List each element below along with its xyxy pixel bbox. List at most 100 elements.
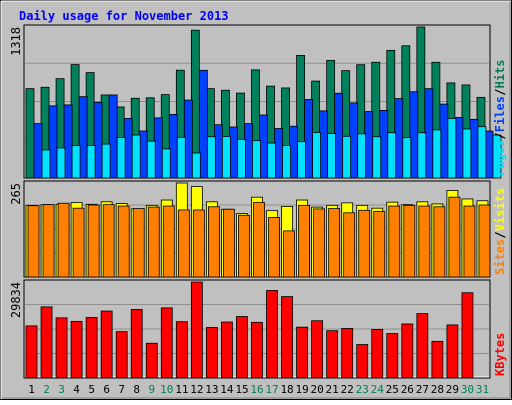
panel-1-bar-pages-day-27 bbox=[432, 129, 442, 179]
panel-1-bar-pages-day-23 bbox=[372, 136, 382, 179]
panel-2-bar-sites-day-29 bbox=[448, 196, 461, 278]
panel-1-bar-pages-day-14 bbox=[237, 138, 246, 179]
x-tick-label-day-3: 3 bbox=[58, 383, 65, 396]
panel-2-bar-sites-day-1 bbox=[27, 205, 40, 278]
x-tick-label-day-6: 6 bbox=[103, 383, 110, 396]
x-tick-label-day-22: 22 bbox=[341, 383, 354, 396]
legend-sites: Sites bbox=[493, 239, 507, 275]
panel-3-bar-kbytes-day-7 bbox=[115, 331, 128, 379]
panel-1-bar-pages-day-26 bbox=[417, 132, 427, 179]
panel-1-bar-pages-day-30 bbox=[477, 126, 487, 179]
panel-1-bar-pages-day-7 bbox=[131, 134, 141, 179]
panel-1-bar-pages-day-29 bbox=[462, 128, 472, 179]
panel-3-bar-kbytes-day-3 bbox=[55, 317, 68, 379]
panel-3-bar-kbytes-day-11 bbox=[175, 321, 188, 379]
panel-1-bar-pages-day-13 bbox=[221, 136, 231, 179]
panel-2-bar-sites-day-20 bbox=[313, 208, 326, 278]
panel-3-bar-kbytes-day-19 bbox=[296, 326, 308, 379]
x-tick-label-day-8: 8 bbox=[133, 383, 140, 396]
panel-1-bar-pages-day-12 bbox=[206, 136, 216, 179]
x-tick-label-day-25: 25 bbox=[386, 383, 399, 396]
panel-2-bar-sites-day-31 bbox=[478, 204, 491, 278]
panel-1-bar-pages-day-31 bbox=[492, 134, 502, 179]
panel-2-bar-sites-day-25 bbox=[388, 205, 401, 278]
panel-2-bar-sites-day-8 bbox=[132, 208, 145, 278]
x-tick-label-day-31: 31 bbox=[476, 383, 489, 396]
panel-3-bar-kbytes-day-13 bbox=[205, 327, 218, 379]
panel-1-bar-pages-day-11 bbox=[191, 152, 201, 179]
panel-1-bar-files-day-4 bbox=[78, 96, 88, 179]
panel-2-bar-sites-day-4 bbox=[72, 207, 85, 278]
panel-2-bar-sites-day-16 bbox=[253, 202, 265, 278]
panel-1-bar-pages-day-15 bbox=[252, 140, 261, 179]
panel-3-bar-kbytes-day-20 bbox=[311, 320, 324, 379]
panel-2-bar-sites-day-26 bbox=[403, 204, 416, 278]
panel-2-bar-sites-day-28 bbox=[433, 206, 446, 278]
panel-2-legend: Sites/Visits bbox=[493, 188, 507, 275]
panel-1-bar-pages-day-17 bbox=[282, 144, 291, 179]
panel-3-bar-kbytes-day-8 bbox=[130, 309, 143, 379]
panel-1-bar-pages-day-28 bbox=[447, 118, 457, 179]
x-tick-label-day-21: 21 bbox=[326, 383, 339, 396]
panel-1-ymax-label: 1318 bbox=[9, 27, 23, 56]
x-tick-label-day-20: 20 bbox=[311, 383, 324, 396]
panel-3-bar-kbytes-day-21 bbox=[326, 330, 339, 379]
panel-1-legend: Pages/Files/Hits bbox=[493, 59, 507, 176]
panel-2-bar-sites-day-19 bbox=[298, 204, 310, 278]
x-tick-label-day-11: 11 bbox=[175, 383, 188, 396]
x-tick-label-day-12: 12 bbox=[190, 383, 203, 396]
x-tick-label-day-17: 17 bbox=[265, 383, 278, 396]
panel-3-bar-kbytes-day-14 bbox=[221, 321, 233, 379]
panel-3-bar-kbytes-day-29 bbox=[446, 324, 459, 379]
panel-3-bar-kbytes-day-24 bbox=[371, 329, 384, 379]
panel-2-ymax-label: 265 bbox=[9, 183, 23, 205]
x-tick-label-day-10: 10 bbox=[160, 383, 173, 396]
panel-1-bar-hits-day-1 bbox=[25, 88, 35, 179]
legend-separator: / bbox=[493, 132, 507, 139]
panel-2-bar-sites-day-7 bbox=[117, 205, 130, 278]
legend-kbytes: KBytes bbox=[493, 333, 507, 376]
x-tick-label-day-16: 16 bbox=[250, 383, 263, 396]
panel-3-bar-kbytes-day-30 bbox=[461, 292, 474, 379]
panel-3-bar-kbytes-day-5 bbox=[85, 317, 98, 379]
panel-1-bar-pages-day-20 bbox=[327, 133, 337, 179]
panel-2-bar-sites-day-24 bbox=[373, 210, 386, 278]
panel-3-bar-kbytes-day-28 bbox=[431, 340, 444, 379]
panel-2-bar-sites-day-13 bbox=[207, 206, 220, 278]
x-tick-label-day-18: 18 bbox=[280, 383, 293, 396]
panel-2-bar-sites-day-11 bbox=[177, 209, 190, 278]
x-tick-label-day-19: 19 bbox=[295, 383, 308, 396]
panel-3-bar-kbytes-day-4 bbox=[70, 320, 83, 379]
panel-3-bar-kbytes-day-1 bbox=[25, 325, 38, 379]
x-tick-label-day-7: 7 bbox=[118, 383, 125, 396]
x-tick-label-day-15: 15 bbox=[235, 383, 248, 396]
panel-3-bar-kbytes-day-16 bbox=[251, 321, 263, 379]
panel-3-bar-kbytes-day-15 bbox=[236, 316, 248, 379]
x-tick-label-day-4: 4 bbox=[73, 383, 80, 396]
panel-2-bar-sites-day-2 bbox=[42, 204, 55, 278]
panel-2-bar-sites-day-15 bbox=[238, 214, 250, 278]
panel-1-bar-pages-day-18 bbox=[297, 141, 306, 179]
x-tick-label-day-28: 28 bbox=[431, 383, 444, 396]
panel-2-bar-sites-day-22 bbox=[343, 212, 356, 278]
panel-1-bar-pages-day-21 bbox=[342, 135, 352, 179]
panel-3-bar-kbytes-day-27 bbox=[416, 313, 429, 379]
legend-pages: Pages bbox=[493, 140, 507, 176]
panel-3-ymax-label: 29834 bbox=[9, 282, 23, 318]
panel-2-bar-sites-day-3 bbox=[57, 202, 70, 278]
panel-3-bar-kbytes-day-25 bbox=[386, 333, 399, 379]
panel-1-bar-pages-day-1 bbox=[41, 149, 51, 179]
x-tick-label-day-2: 2 bbox=[43, 383, 50, 396]
x-tick-label-day-13: 13 bbox=[205, 383, 218, 396]
x-tick-label-day-23: 23 bbox=[356, 383, 369, 396]
panel-1-bar-pages-day-19 bbox=[312, 132, 321, 179]
panel-3-bar-kbytes-day-18 bbox=[281, 296, 293, 379]
panel-3-bar-kbytes-day-6 bbox=[100, 310, 113, 379]
panel-2-bar-sites-day-14 bbox=[223, 208, 235, 278]
panel-1-bar-pages-day-22 bbox=[357, 133, 367, 179]
panel-1-bar-pages-day-5 bbox=[101, 143, 111, 179]
panel-3-bar-kbytes-day-12 bbox=[190, 281, 203, 379]
x-tick-label-day-9: 9 bbox=[148, 383, 155, 396]
panel-2-bar-sites-day-10 bbox=[162, 205, 175, 278]
